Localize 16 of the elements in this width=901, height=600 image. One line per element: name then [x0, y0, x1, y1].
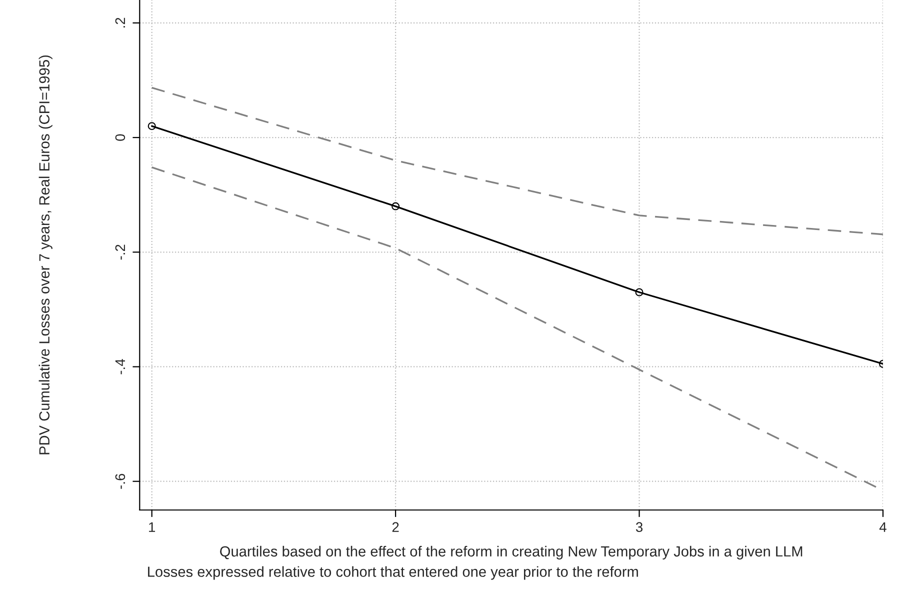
- point: [392, 202, 400, 210]
- y-tick-label: -.2: [115, 244, 125, 260]
- y-tick-label: -.4: [115, 359, 125, 374]
- y-axis-title: PDV Cumulative Losses over 7 years, Real Euros (CPI=1995): [38, 55, 52, 454]
- text: Losses expressed relative to cohort that entered one year prior to the reform: [148, 566, 638, 580]
- x-tick-label: 3: [636, 522, 643, 532]
- point: [148, 122, 156, 130]
- x-tick-label: 1: [149, 522, 156, 532]
- point: [635, 288, 644, 296]
- y-tick-label: .2: [115, 18, 125, 28]
- y-tick-label: 0: [115, 134, 126, 141]
- x-tick-label: 4: [879, 522, 886, 532]
- line-series: [151, 86, 883, 236]
- x-axis-title: Quartiles based on the effect of the reform in creating New Temporary Jobs in a given LLM: [220, 546, 802, 560]
- x-tick-label: 2: [392, 522, 399, 532]
- y-tick-label: -.6: [115, 474, 126, 489]
